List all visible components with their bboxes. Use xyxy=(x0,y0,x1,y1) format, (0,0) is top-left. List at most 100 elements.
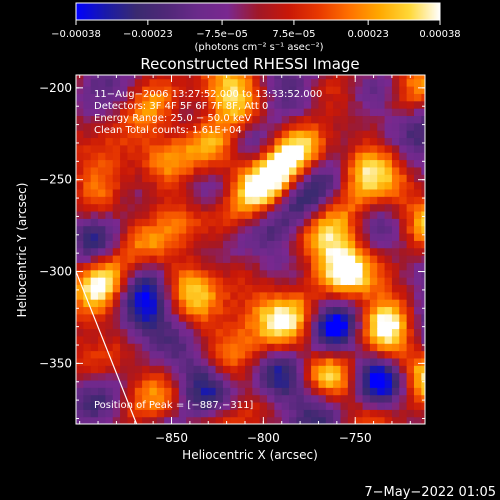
heatmap-cell xyxy=(112,181,121,190)
heatmap-cell xyxy=(355,409,364,418)
heatmap-cell xyxy=(311,269,320,278)
heatmap-cell xyxy=(222,321,231,330)
heatmap-cell xyxy=(215,174,224,183)
heatmap-cell xyxy=(134,416,143,424)
heatmap-cell xyxy=(134,144,143,153)
heatmap-cell xyxy=(244,196,253,205)
heatmap-cell xyxy=(112,401,121,410)
heatmap-cell xyxy=(267,144,275,153)
heatmap-cell xyxy=(340,196,349,205)
heatmap-cell xyxy=(391,343,400,352)
heatmap-cell xyxy=(340,100,349,109)
heatmap-cell xyxy=(325,166,334,175)
heatmap-cell xyxy=(406,357,415,366)
heatmap-cell xyxy=(303,262,312,271)
heatmap-cell xyxy=(164,255,173,263)
colorbar-ticks: −0.00038 −0.00023 −7.5e−05 7.5e−05 0.00023 0.… xyxy=(51,20,461,40)
heatmap-cell xyxy=(325,277,334,285)
heatmap-cell xyxy=(222,152,231,161)
heatmap-cell xyxy=(377,203,386,212)
heatmap-cell xyxy=(156,196,165,205)
heatmap-cell xyxy=(369,210,378,219)
heatmap-cell xyxy=(296,247,305,256)
heatmap-cell xyxy=(127,416,136,424)
heatmap-cell xyxy=(120,291,129,300)
heatmap-cell xyxy=(156,166,165,175)
heatmap-cell xyxy=(193,93,202,102)
heatmap-cell xyxy=(384,255,393,263)
heatmap-cell xyxy=(237,115,246,124)
heatmap-cell xyxy=(333,159,342,168)
heatmap-cell xyxy=(156,130,165,139)
heatmap-cell xyxy=(230,130,239,139)
heatmap-cell xyxy=(340,269,349,278)
heatmap-cell xyxy=(369,401,378,410)
heatmap-cell xyxy=(164,240,173,249)
heatmap-cell xyxy=(193,306,202,315)
heatmap-cell xyxy=(230,203,239,212)
heatmap-cell xyxy=(156,401,165,410)
heatmap-cell xyxy=(178,188,187,197)
heatmap-cell xyxy=(384,174,393,183)
heatmap-cell xyxy=(208,321,217,330)
heatmap-cell xyxy=(98,75,106,80)
heatmap-cell xyxy=(222,240,231,249)
heatmap-cell xyxy=(208,137,217,146)
heatmap-cell xyxy=(391,122,400,131)
heatmap-cell xyxy=(142,328,151,337)
heatmap-cell xyxy=(186,218,195,227)
heatmap-cell xyxy=(311,416,320,424)
heatmap-cell xyxy=(252,188,261,197)
heatmap-cell xyxy=(311,122,320,131)
heatmap-cell xyxy=(186,181,195,190)
heatmap-cell xyxy=(244,306,253,315)
heatmap-cell xyxy=(112,372,121,381)
heatmap-cell xyxy=(134,387,143,396)
heatmap-cell xyxy=(164,269,173,278)
heatmap-cell xyxy=(171,159,180,168)
heatmap-cell xyxy=(384,86,393,94)
heatmap-cell xyxy=(318,174,327,183)
heatmap-cell xyxy=(222,306,231,315)
heatmap-cell xyxy=(230,232,239,241)
heatmap-cell xyxy=(347,174,356,183)
heatmap-cell xyxy=(171,379,180,388)
heatmap-cell xyxy=(362,372,371,381)
heatmap-cell xyxy=(127,108,136,117)
heatmap-cell xyxy=(142,75,151,80)
heatmap-cell xyxy=(377,409,386,418)
heatmap-cell xyxy=(406,108,415,117)
heatmap-cell xyxy=(171,269,180,278)
heatmap-cell xyxy=(112,284,121,293)
heatmap-cell xyxy=(112,78,121,87)
heatmap-cell xyxy=(105,232,114,241)
heatmap-cell xyxy=(303,166,312,175)
heatmap-cell xyxy=(244,291,253,300)
heatmap-cell xyxy=(421,203,425,212)
heatmap-cell xyxy=(149,100,158,109)
heatmap-cell xyxy=(347,357,356,366)
heatmap-cell xyxy=(362,335,371,344)
heatmap-cell xyxy=(267,188,275,197)
heatmap-cell xyxy=(230,379,239,388)
heatmap-cell xyxy=(369,306,378,315)
heatmap-cell xyxy=(377,181,386,190)
heatmap-cell xyxy=(208,365,217,374)
heatmap-cell xyxy=(149,269,158,278)
heatmap-cell xyxy=(399,75,408,80)
heatmap-cell xyxy=(413,130,422,139)
heatmap-cell xyxy=(127,115,136,124)
heatmap-cell xyxy=(178,335,187,344)
heatmap-cell xyxy=(200,321,209,330)
heatmap-cell xyxy=(127,350,136,359)
heatmap-cell xyxy=(318,166,327,175)
heatmap-cell xyxy=(362,291,371,300)
heatmap-cell xyxy=(369,255,378,263)
heatmap-cell xyxy=(391,78,400,87)
heatmap-cell xyxy=(127,299,136,308)
heatmap-cell xyxy=(186,284,195,293)
heatmap-cell xyxy=(281,357,290,366)
heatmap-cell xyxy=(252,130,261,139)
heatmap-cell xyxy=(399,299,408,308)
heatmap-cell xyxy=(369,277,378,285)
